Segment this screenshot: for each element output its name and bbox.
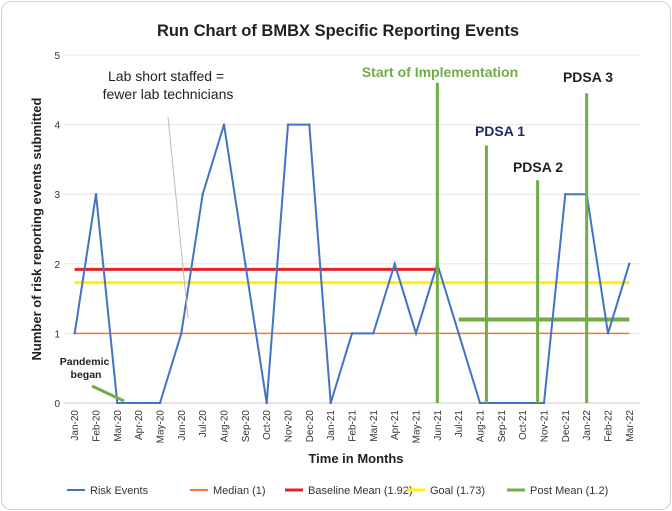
staffing-pointer-line <box>167 116 189 319</box>
data-point <box>372 332 375 335</box>
gridlines <box>64 54 640 404</box>
data-point <box>457 332 460 335</box>
data-point <box>244 262 247 265</box>
legend-label-post-mean: Post Mean (1.2) <box>530 485 608 497</box>
x-axis-label: Time in Months <box>308 451 403 466</box>
legend-label-goal: Goal (1.73) <box>430 485 485 497</box>
legend-label-median: Median (1) <box>213 485 266 497</box>
y-tick-label: 4 <box>54 121 60 132</box>
data-point <box>158 401 162 405</box>
x-tick-label: Mar-21 <box>369 410 380 442</box>
pandemic-annotation-line1: Pandemic <box>60 356 110 368</box>
x-tick-label: Apr-21 <box>390 410 401 440</box>
x-tick-label: Feb-20 <box>92 410 103 442</box>
y-axis-label: Number of risk reporting events submitte… <box>29 97 44 360</box>
data-point <box>628 262 631 265</box>
marker-label-pdsa-1: PDSA 1 <box>475 123 525 139</box>
x-tick-label: Mar-20 <box>113 410 124 442</box>
staffing-annotation-line2: fewer lab technicians <box>103 86 234 102</box>
x-tick-label: Jul-21 <box>454 410 465 438</box>
x-tick-label: Aug-20 <box>220 410 231 443</box>
x-tick-label: Feb-21 <box>348 410 359 442</box>
x-tick-label: Oct-20 <box>262 410 273 440</box>
y-tick-label: 1 <box>54 329 60 340</box>
x-tick-label: Oct-21 <box>518 410 529 440</box>
x-tick-label: Sep-20 <box>241 410 252 443</box>
y-tick-label: 0 <box>54 399 60 410</box>
x-tick-label: Sep-21 <box>497 410 508 443</box>
legend: Risk Events Median (1) Baseline Mean (1.… <box>67 485 608 497</box>
y-tick-label: 2 <box>54 260 60 271</box>
x-tick-label: May-20 <box>156 410 167 444</box>
data-point <box>478 401 482 405</box>
implementation-markers: Start of Implementation PDSA 1 PDSA 2 PDSA … <box>362 64 613 403</box>
legend-label-baseline-mean: Baseline Mean (1.92) <box>308 485 413 497</box>
data-point <box>73 332 76 335</box>
data-point <box>201 193 204 196</box>
x-tick-label: Feb-22 <box>604 410 615 442</box>
legend-label-risk-events: Risk Events <box>90 485 149 497</box>
data-point <box>286 123 290 126</box>
x-tick-label: Jun-20 <box>177 410 188 441</box>
marker-label-pdsa-3: PDSA 3 <box>563 69 613 85</box>
data-point <box>137 401 140 405</box>
x-tick-label: Jan-21 <box>326 410 337 441</box>
data-point <box>564 193 567 196</box>
y-tick-label: 5 <box>54 51 60 62</box>
data-point <box>329 401 332 405</box>
x-tick-label: Nov-21 <box>540 410 551 443</box>
data-point <box>308 123 311 126</box>
data-point <box>521 401 524 405</box>
x-tick-label: Jul-20 <box>198 410 209 438</box>
pandemic-pointer-line <box>91 384 125 403</box>
x-tick-label: Mar-22 <box>625 410 636 442</box>
x-tick-label: Dec-20 <box>305 410 316 443</box>
x-tick-labels: Jan-20 Feb-20 Mar-20 Apr-20 May-20 Jun-20 Jul-… <box>70 410 636 444</box>
data-point <box>265 401 268 405</box>
x-tick-label: Dec-21 <box>561 410 572 443</box>
chart-title: Run Chart of BMBX Specific Reporting Eve… <box>157 22 519 40</box>
x-tick-label: Nov-20 <box>284 410 295 443</box>
data-point <box>606 332 610 335</box>
data-point <box>94 193 98 196</box>
staffing-annotation: Lab short staffed = fewer lab technician… <box>103 68 234 102</box>
staffing-annotation-line1: Lab short staffed = <box>108 68 224 84</box>
data-point <box>222 123 226 126</box>
marker-label-start-of-implementation: Start of Implementation <box>362 64 518 80</box>
x-tick-label: Apr-20 <box>134 410 145 440</box>
data-point <box>414 332 418 335</box>
x-tick-label: Jun-21 <box>433 410 444 441</box>
data-point <box>116 401 119 405</box>
x-tick-label: Jan-22 <box>582 410 593 441</box>
y-tick-label: 3 <box>54 190 60 201</box>
y-tick-labels: 0 1 2 3 4 5 <box>54 51 60 410</box>
pandemic-annotation: Pandemic began <box>60 356 113 381</box>
data-point <box>393 262 396 265</box>
x-tick-label: Jan-20 <box>70 410 81 441</box>
x-tick-label: May-21 <box>412 410 423 444</box>
data-point <box>180 332 183 335</box>
data-point <box>350 332 354 335</box>
data-point <box>500 401 503 405</box>
data-point <box>542 401 546 405</box>
marker-label-pdsa-2: PDSA 2 <box>513 159 563 175</box>
x-tick-label: Aug-21 <box>476 410 487 443</box>
pandemic-annotation-line2: began <box>71 369 102 381</box>
reference-lines <box>74 267 630 335</box>
